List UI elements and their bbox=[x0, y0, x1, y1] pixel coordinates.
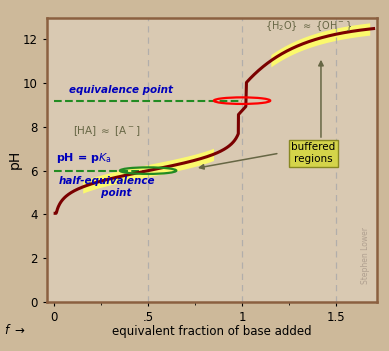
Text: buffered
regions: buffered regions bbox=[291, 143, 336, 164]
X-axis label: equivalent fraction of base added: equivalent fraction of base added bbox=[112, 325, 312, 338]
Y-axis label: pH: pH bbox=[7, 150, 21, 169]
Text: equivalence point: equivalence point bbox=[69, 85, 173, 95]
Text: Stephen Lower: Stephen Lower bbox=[361, 227, 370, 284]
Text: pH = p$K_{\rm a}$: pH = p$K_{\rm a}$ bbox=[56, 151, 112, 165]
Text: half-equivalence
     point: half-equivalence point bbox=[59, 176, 155, 198]
Text: [HA] $\approx$ [A$^-$]: [HA] $\approx$ [A$^-$] bbox=[73, 125, 140, 138]
Text: $f\ \rightarrow$: $f\ \rightarrow$ bbox=[4, 323, 25, 337]
Text: {H$_2$O} $\approx$ {OH$^-$}: {H$_2$O} $\approx$ {OH$^-$} bbox=[265, 20, 352, 33]
